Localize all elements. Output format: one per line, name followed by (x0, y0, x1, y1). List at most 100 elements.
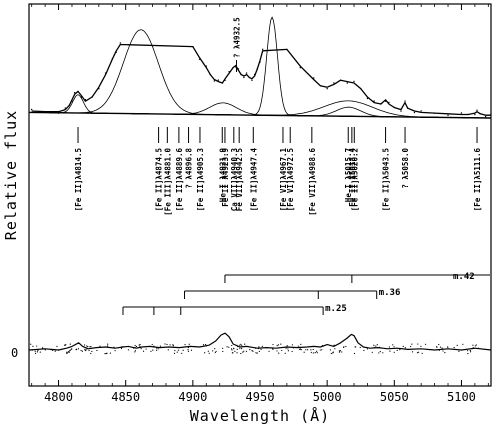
observed-point (467, 113, 469, 116)
residual-point (354, 346, 356, 348)
residual-point (120, 347, 123, 350)
residual-point (272, 343, 274, 346)
residual-point (151, 343, 153, 346)
observed-point (68, 104, 70, 107)
residual-point (477, 347, 480, 349)
residual-point (287, 348, 289, 350)
residual-point (240, 343, 242, 345)
line-id-label: [Fe II]λ4947.4 (249, 148, 258, 212)
residual-point (291, 350, 293, 353)
residual-point (236, 348, 238, 350)
observed-point (360, 87, 362, 90)
residual-point (69, 343, 71, 345)
residual-point (152, 349, 154, 351)
residual-point (228, 346, 230, 348)
residual-point (29, 348, 30, 350)
residual-point (84, 349, 86, 352)
observed-point (221, 82, 224, 84)
residual-point (469, 349, 471, 352)
residual-point (411, 343, 413, 345)
observed-point (64, 107, 66, 109)
observed-point (84, 99, 87, 101)
x-axis-ticks (31, 4, 489, 386)
y-tick-label-zero: 0 (11, 346, 18, 360)
observed-point (256, 68, 259, 70)
residual-point (421, 352, 423, 354)
residual-point (69, 349, 71, 351)
residual-point (39, 351, 41, 353)
residual-point (293, 347, 295, 349)
observed-point (119, 42, 122, 44)
residual-point (140, 347, 142, 350)
residual-point (456, 344, 458, 346)
residual-point (96, 349, 98, 352)
residual-point (64, 344, 66, 346)
observed-point (248, 76, 250, 79)
residual-point (207, 350, 209, 352)
observed-point (333, 82, 335, 84)
residual-point (245, 350, 248, 352)
observed-point (490, 113, 491, 115)
residual-point (187, 348, 189, 351)
residual-point (316, 350, 318, 352)
residual-point (268, 350, 270, 352)
residual-point (215, 350, 217, 353)
fit-component-0 (29, 29, 491, 119)
residual-point (86, 345, 88, 347)
residual-point (345, 345, 347, 348)
residual-point (30, 343, 32, 345)
x-tick-labels: 4800 4850 4900 4950 5000 5050 5100 (44, 390, 476, 404)
line-id-label: [Fe VI]λ4967.1 (279, 148, 288, 212)
residual-point (164, 343, 166, 345)
observed-point (73, 92, 76, 94)
residual-point (316, 352, 318, 354)
residual-point (467, 352, 469, 355)
residual-point (276, 350, 278, 352)
line-id-label: [Fe VII]λ4988.6 (308, 148, 317, 216)
observed-point (240, 73, 242, 76)
residual-point (424, 343, 427, 345)
residual-point (257, 347, 260, 350)
residual-point (135, 345, 138, 348)
line-id-label: [Fe II]λ4889.6 (175, 148, 184, 212)
line-id-label: [Fe II]λ5043.5 (382, 148, 391, 211)
residual-point (330, 352, 332, 355)
residual-point (472, 347, 474, 349)
residual-point (321, 349, 323, 351)
residual-point (56, 345, 58, 348)
observed-point (80, 96, 83, 98)
residual-point (212, 350, 214, 352)
residual-point (105, 352, 107, 355)
residual-point (373, 344, 375, 346)
annotation-label: ? λ4932.5 (232, 17, 241, 58)
residual-point (471, 348, 473, 350)
residual-point (312, 352, 314, 354)
residual-point (338, 350, 341, 352)
residual-point (114, 350, 116, 352)
residual-point (462, 343, 464, 345)
residual-point (458, 350, 460, 353)
residual-point (169, 344, 171, 346)
residual-point (252, 350, 254, 352)
residual-point (182, 349, 184, 351)
residual-point (150, 350, 152, 352)
observed-point (217, 79, 220, 81)
residual-point (181, 352, 183, 354)
residual-point (109, 352, 112, 354)
line-id-label: [Fe II]λ5111.6 (473, 148, 482, 212)
observed-point (384, 100, 387, 103)
observed-point (228, 71, 230, 73)
observed-point (339, 79, 342, 81)
residual-point (71, 348, 73, 350)
observed-point (209, 73, 212, 76)
residual-point (44, 349, 46, 351)
residual-point (54, 350, 56, 352)
residual-point (104, 352, 106, 355)
residual-point (58, 349, 60, 351)
residual-point (83, 344, 86, 346)
residual-point (299, 346, 301, 348)
residual-point (99, 345, 101, 347)
residual-point (439, 346, 442, 348)
residual-point (286, 345, 288, 347)
residual-point (239, 347, 241, 349)
